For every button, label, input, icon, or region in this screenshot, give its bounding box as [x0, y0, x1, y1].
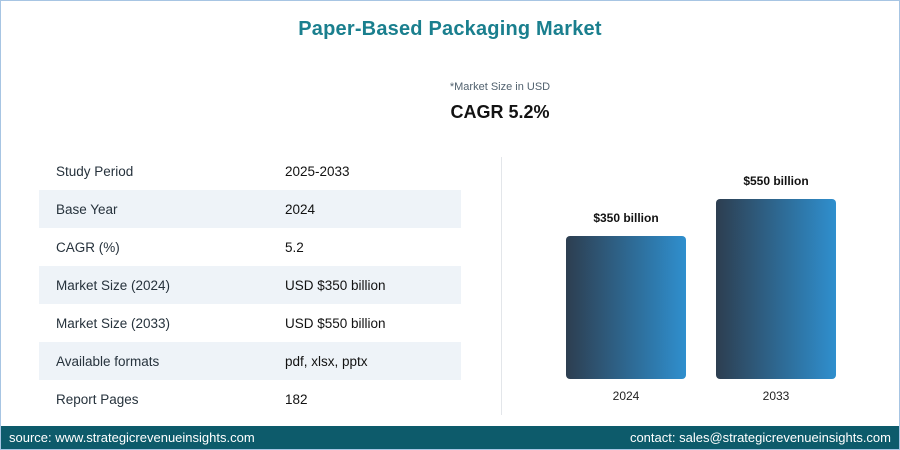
- row-value: 5.2: [285, 239, 304, 255]
- row-label: Study Period: [56, 163, 134, 179]
- bar-group-2024: $350 billion 2024: [566, 211, 686, 403]
- row-value: USD $550 billion: [285, 315, 386, 331]
- footer-contact: contact: sales@strategicrevenueinsights.…: [629, 430, 891, 445]
- row-value: pdf, xlsx, pptx: [285, 353, 368, 369]
- table-row: Study Period 2025-2033: [39, 152, 461, 190]
- bar-group-2033: $550 billion 2033: [716, 174, 836, 403]
- row-value: 182: [285, 391, 308, 407]
- bar-category-label: 2033: [762, 389, 790, 403]
- bar-2024: [566, 236, 686, 379]
- row-label: Report Pages: [56, 391, 139, 407]
- table-row: CAGR (%) 5.2: [39, 228, 461, 266]
- footer-source: source: www.strategicrevenueinsights.com: [9, 430, 255, 445]
- row-label: Market Size (2033): [56, 315, 171, 331]
- row-value: 2024: [285, 201, 316, 217]
- table-row: Base Year 2024: [39, 190, 461, 228]
- row-value: 2025-2033: [285, 163, 350, 179]
- row-label: Available formats: [56, 353, 160, 369]
- table-row: Market Size (2033) USD $550 billion: [39, 304, 461, 342]
- row-label: Base Year: [56, 201, 118, 217]
- vertical-divider: [501, 157, 502, 415]
- bar-value-label: $350 billion: [593, 211, 659, 225]
- bar-category-label: 2024: [612, 389, 640, 403]
- row-label: CAGR (%): [56, 239, 120, 255]
- table-row: Market Size (2024) USD $350 billion: [39, 266, 461, 304]
- bar-2033: [716, 199, 836, 379]
- cagr-value: CAGR 5.2%: [450, 102, 550, 122]
- footer-bar: source: www.strategicrevenueinsights.com…: [1, 426, 899, 449]
- row-label: Market Size (2024): [56, 277, 171, 293]
- market-size-note: *Market Size in USD: [449, 81, 551, 93]
- row-value: USD $350 billion: [285, 277, 386, 293]
- report-summary-table: Study Period 2025-2033 Base Year 2024 CA…: [39, 152, 461, 418]
- page-title: Paper-Based Packaging Market: [298, 18, 602, 40]
- table-row: Available formats pdf, xlsx, pptx: [39, 342, 461, 380]
- bar-value-label: $550 billion: [743, 174, 809, 188]
- market-size-bar-chart: $350 billion 2024 $550 billion 2033: [501, 174, 899, 403]
- table-row: Report Pages 182: [39, 380, 461, 418]
